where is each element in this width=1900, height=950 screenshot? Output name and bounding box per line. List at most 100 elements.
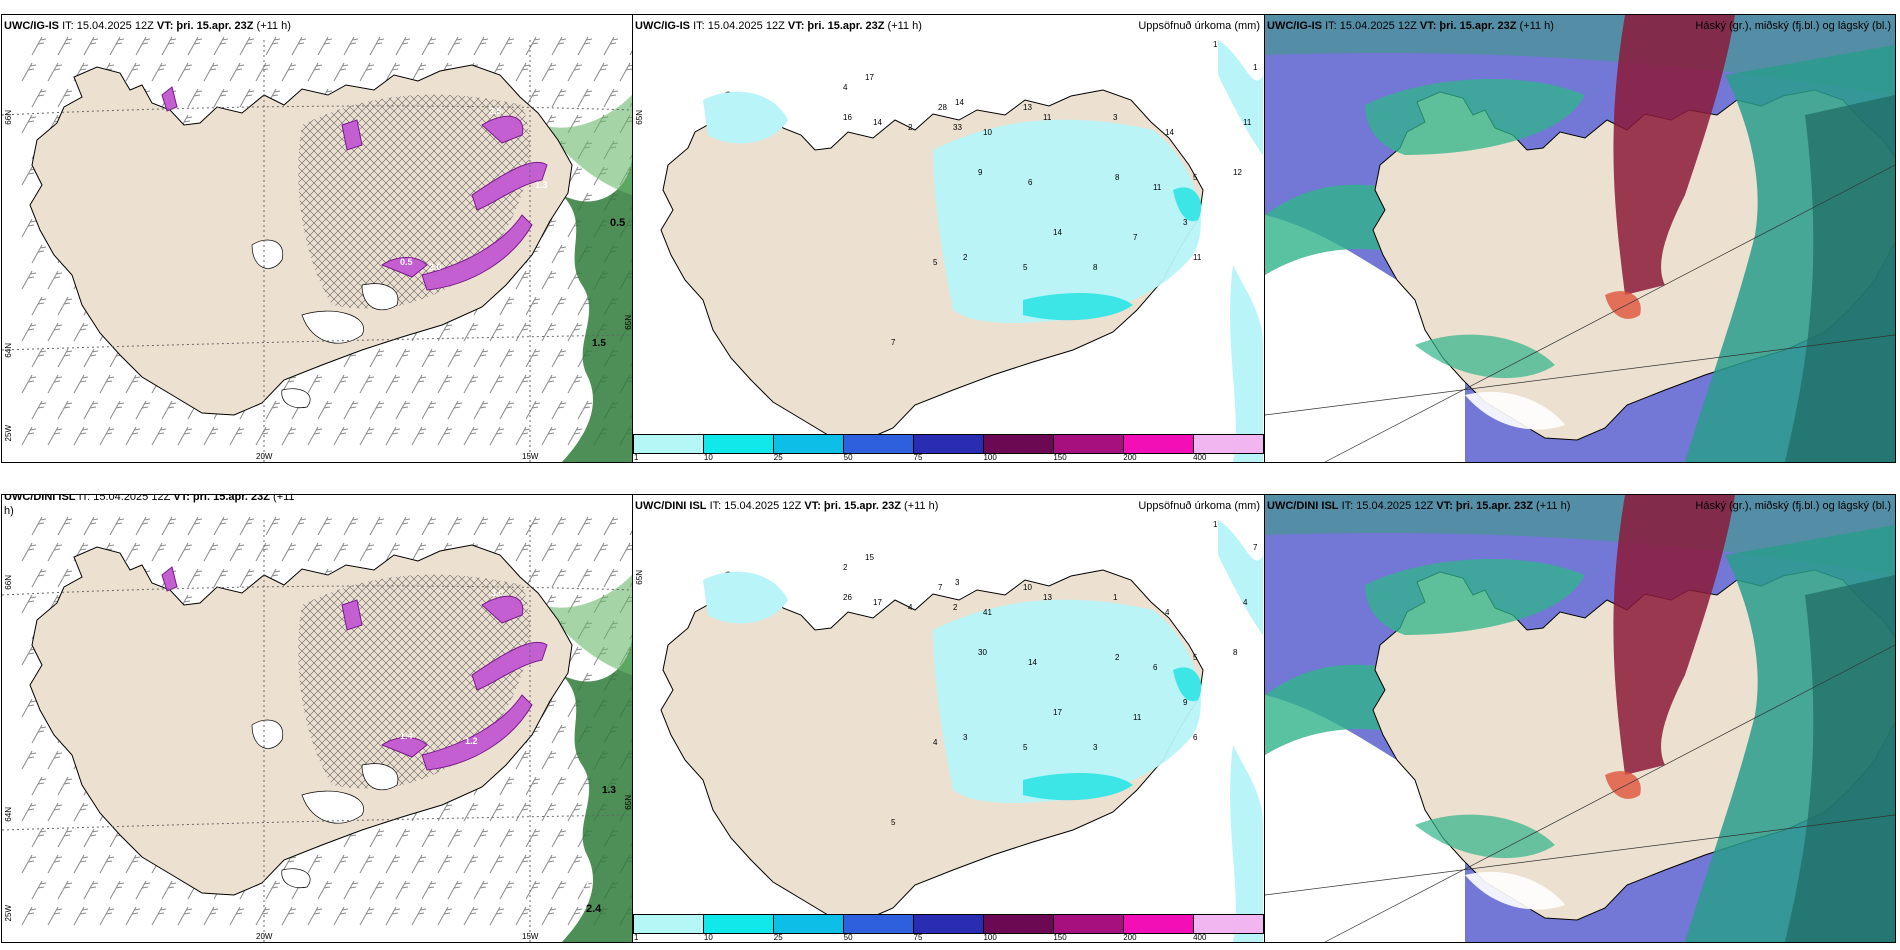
precip-value: 3	[955, 578, 960, 587]
lat-label: 65N	[624, 795, 633, 810]
colorbar-tick-label: 200	[1123, 933, 1137, 942]
snowfall-bands	[161, 566, 548, 771]
precip-value: 8	[1115, 173, 1120, 182]
precip-value: 17	[865, 73, 874, 82]
map-value-label: 1.5	[592, 338, 606, 349]
precip-value: 41	[983, 608, 992, 617]
colorbar-swatch	[914, 915, 984, 933]
map-value-label: 3.5	[576, 879, 593, 893]
panel-title: UWC/IG-IS IT: 15.04.2025 12Z VT: þri. 15…	[1267, 20, 1554, 32]
colorbar-swatch	[984, 435, 1054, 453]
precip-value: 5	[1193, 653, 1198, 662]
lat-label: 65N	[635, 570, 644, 585]
precip-value: 11	[1133, 713, 1142, 722]
precip-value: 2	[843, 563, 848, 572]
colorbar-swatch	[1194, 435, 1263, 453]
precip-value: 6	[1028, 178, 1033, 187]
precip-value: 9	[978, 168, 983, 177]
colorbar-tick-label: 100	[983, 453, 997, 462]
precip-value: 3	[1113, 113, 1118, 122]
precip-value: 28	[938, 103, 947, 112]
precip-value: 14	[955, 98, 964, 107]
precip-value: 1	[1113, 593, 1118, 602]
lat-label: 64N	[4, 807, 13, 822]
precip-value: 11	[1153, 183, 1162, 192]
precip-value: 2	[1115, 653, 1120, 662]
precip-value: 33	[953, 123, 962, 132]
colorbar-swatch	[914, 435, 984, 453]
colorbar-tick-label: 75	[913, 933, 923, 942]
precip-area	[933, 119, 1201, 323]
panel-subtitle: Uppsöfnuð úrkoma (mm)	[1138, 500, 1260, 512]
precip-value: 10	[1023, 583, 1032, 592]
map-value-label: 2.4	[586, 903, 602, 915]
precip-value: 5	[1023, 743, 1028, 752]
precip-value: 17	[873, 598, 882, 607]
colorbar-swatch	[704, 435, 774, 453]
colorbar-tick-label: 25	[773, 453, 783, 462]
lon-label: 15W	[522, 452, 539, 461]
panel-subtitle: Háský (gr.), miðský (fj.bl.) og lágský (…	[1695, 500, 1891, 512]
ocean-precip	[562, 155, 632, 462]
precip-value: 14	[1165, 128, 1174, 137]
precip-value: 7	[1133, 233, 1138, 242]
hatched-area	[298, 94, 530, 309]
lat-label: 64N	[4, 343, 13, 358]
precip-value: 2	[953, 603, 958, 612]
precip-value: 4	[933, 738, 938, 747]
wind-map-svg-bottom	[2, 516, 632, 942]
colorbar-swatch	[984, 915, 1054, 933]
colorbar-tick-label: 10	[703, 933, 713, 942]
precip-value: 17	[1053, 708, 1062, 717]
precip-value: 4	[1165, 608, 1170, 617]
precip-value: 3	[1183, 218, 1188, 227]
colorbar-swatch	[1124, 435, 1194, 453]
high-cloud-band	[1613, 495, 1735, 775]
precip-value: 1	[1213, 40, 1218, 49]
precip-value: 4	[908, 603, 913, 612]
colorbar-tick-label: 75	[913, 453, 923, 462]
cloud-map-panel-top: UWC/IG-IS IT: 15.04.2025 12Z VT: þri. 15…	[1264, 14, 1896, 463]
colorbar-swatch	[844, 435, 914, 453]
map-value-label: 0.5	[400, 257, 413, 267]
precip-value: 1	[1213, 520, 1218, 529]
lon-label: 15W	[522, 932, 539, 941]
map-value-label: 1.2	[465, 736, 478, 746]
precip-value: 30	[978, 648, 987, 657]
map-value-label: 1.3	[535, 180, 548, 190]
precip-value: 15	[865, 553, 874, 562]
panel-title: UWC/IG-IS IT: 15.04.2025 12Z VT: þri. 15…	[4, 20, 291, 32]
colorbar-ticks: 1 10 25 50 75 100 150 200 400	[633, 933, 1262, 942]
hatched-area	[298, 574, 530, 789]
colorbar-swatch	[1124, 915, 1194, 933]
panel-title: UWC/IG-IS IT: 15.04.2025 12Z VT: þri. 15…	[635, 20, 922, 32]
colorbar-tick-label: 1	[634, 453, 639, 462]
precip-value: 11	[1243, 118, 1252, 127]
colorbar-swatch	[1054, 435, 1124, 453]
map-value-label: 3.0	[491, 588, 504, 598]
title-wrap: h)	[4, 505, 14, 517]
high-cloud-band	[1613, 15, 1735, 295]
colorbar-tick-label: 400	[1193, 453, 1207, 462]
lon-label: 20W	[256, 452, 273, 461]
precip-value: 26	[843, 593, 852, 602]
colorbar-tick-label: 50	[843, 933, 853, 942]
colorbar-swatch	[634, 915, 704, 933]
precip-value: 10	[983, 128, 992, 137]
colorbar-swatch	[1194, 915, 1263, 933]
precip-value: 8	[1233, 648, 1238, 657]
precip-value: 3	[1093, 743, 1098, 752]
precip-value: 4	[843, 83, 848, 92]
precip-value: 2	[963, 253, 968, 262]
precip-colorbar	[633, 434, 1264, 454]
colorbar-tick-label: 150	[1053, 933, 1067, 942]
colorbar-swatch	[774, 435, 844, 453]
panel-title: UWC/DINI ISL IT: 15.04.2025 12Z VT: þri.…	[4, 494, 295, 503]
precip-value: 13	[1023, 103, 1032, 112]
colorbar-ticks: 1 10 25 50 75 100 150 200 400	[633, 453, 1262, 462]
precip-value: 4	[1243, 598, 1248, 607]
lat-label: 65N	[635, 110, 644, 125]
precip-value: 7	[1253, 543, 1258, 552]
